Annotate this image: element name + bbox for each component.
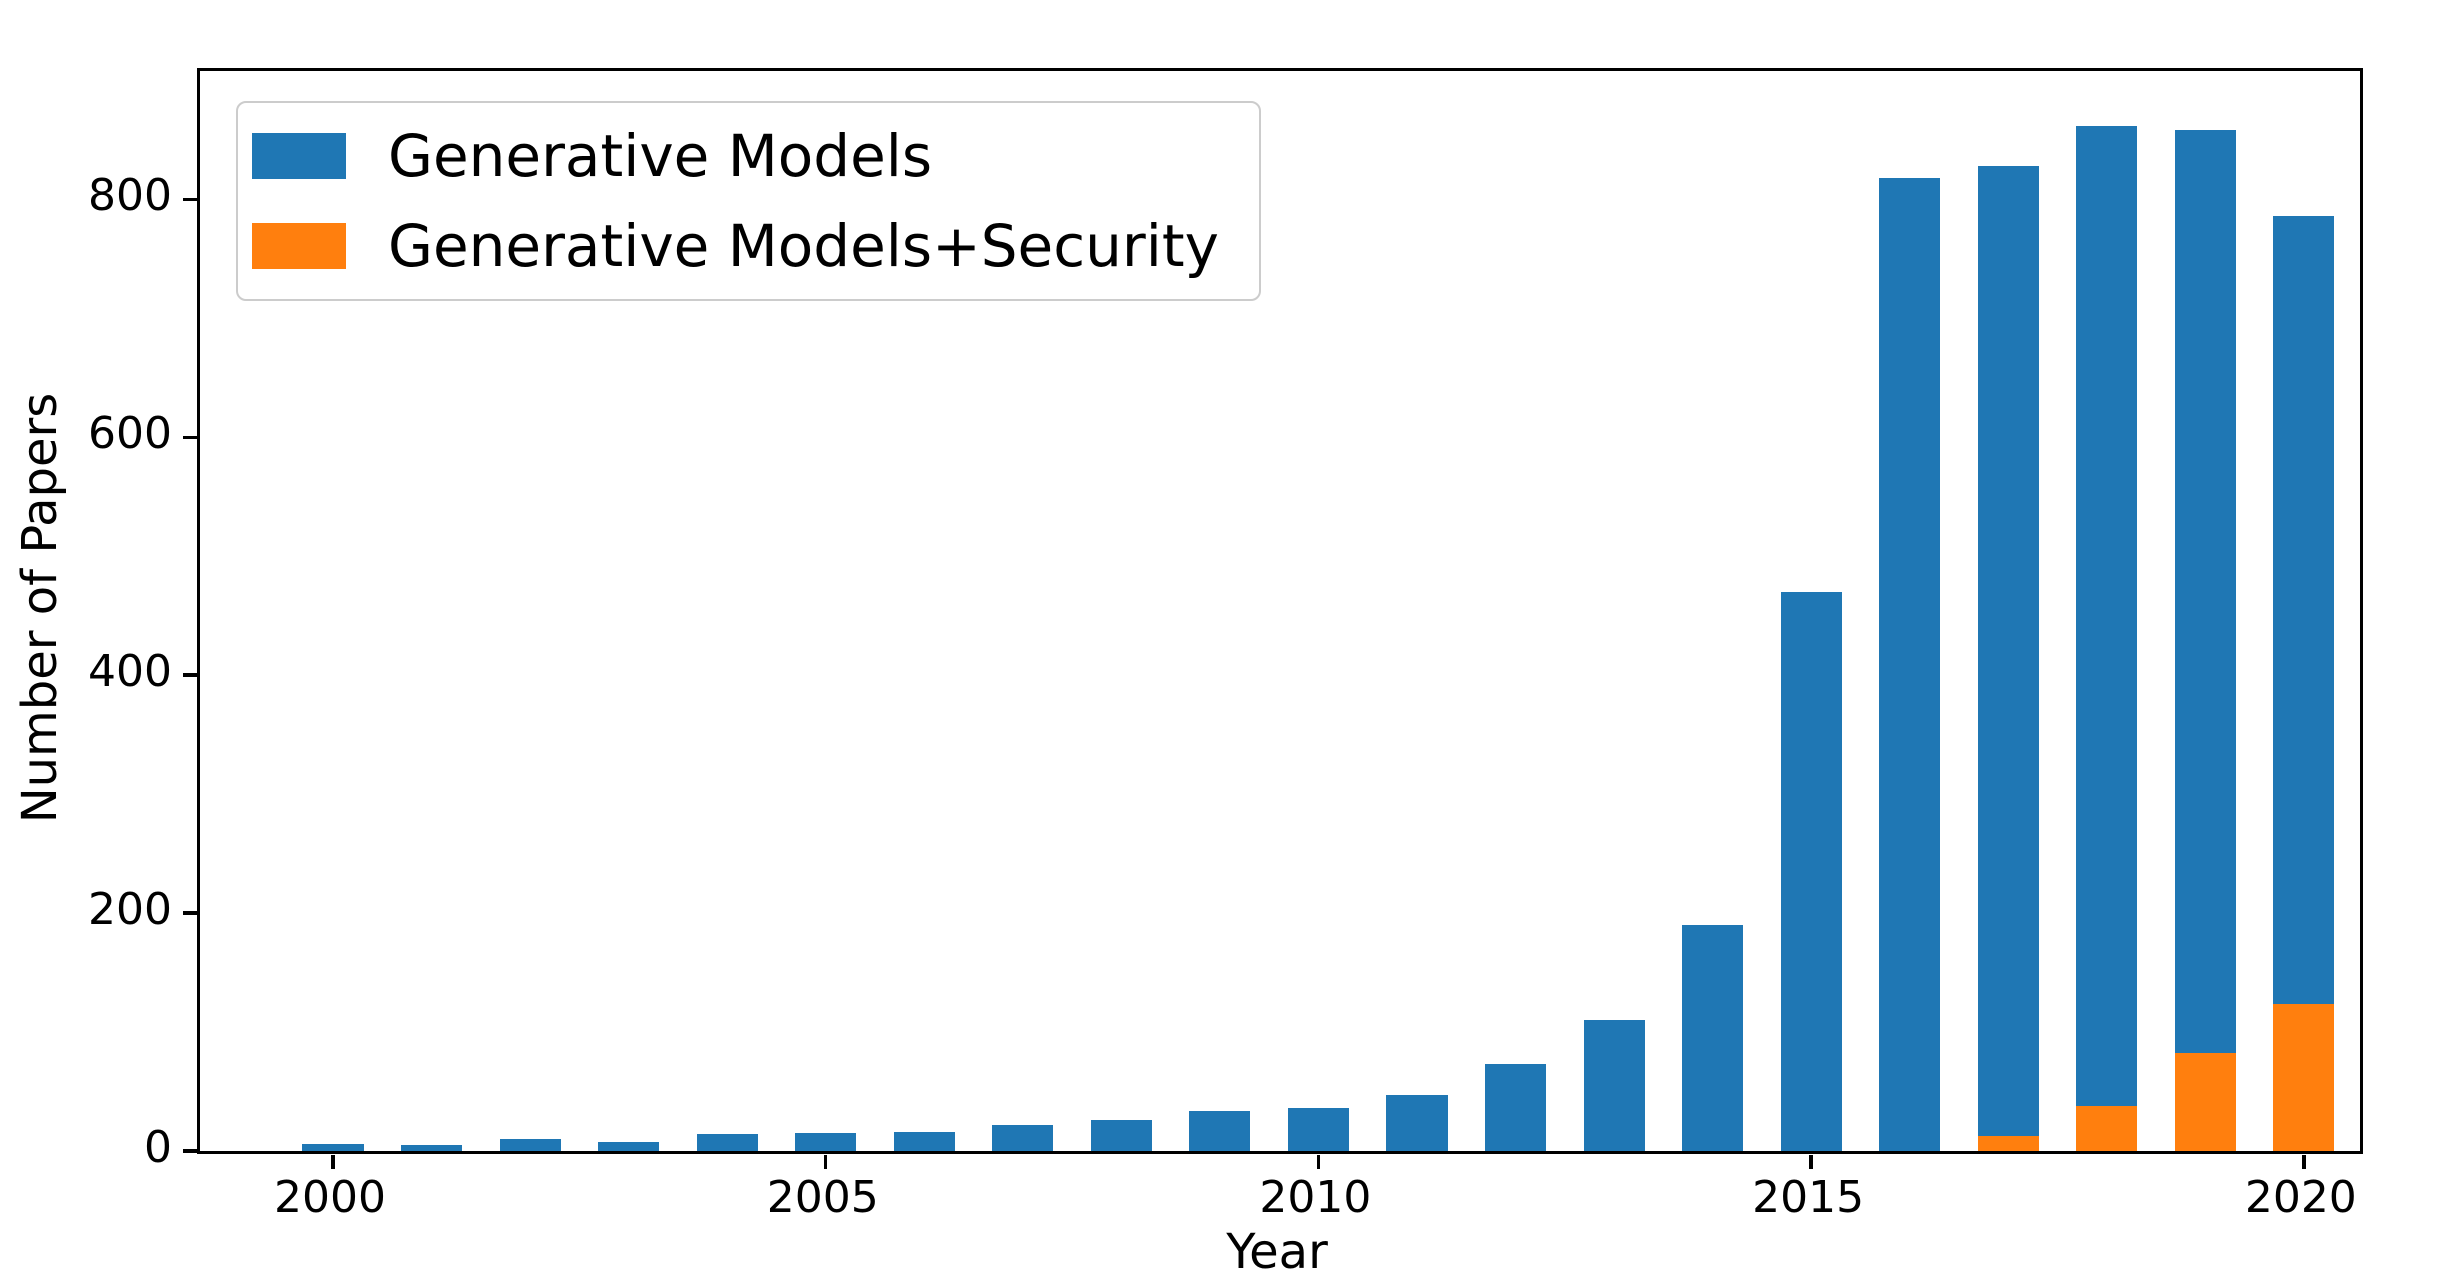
y-tick-mark-800 [182, 197, 197, 202]
bar-2010-generative-models [1287, 1108, 1349, 1151]
bar-2017-generative-models [1977, 166, 2039, 1151]
x-tick-label-2020: 2020 [2244, 1172, 2357, 1223]
bar-2005-generative-models [795, 1133, 857, 1151]
bar-2012-generative-models [1484, 1064, 1547, 1151]
x-tick-label-2015: 2015 [1752, 1172, 1865, 1223]
legend-swatch-icon [252, 223, 346, 269]
plot-area: Generative Models Generative Models+Secur… [182, 68, 2363, 1169]
bar-2011-generative-models [1386, 1095, 1448, 1151]
x-tick-label-2010: 2010 [1259, 1172, 1372, 1223]
y-tick-mark-400 [182, 673, 197, 677]
y-tick-label-800: 800 [88, 170, 172, 222]
bar-2003-generative-models [598, 1141, 660, 1151]
y-tick-label-0: 0 [144, 1122, 172, 1173]
bar-2009-generative-models [1189, 1110, 1251, 1151]
bar-2006-generative-models [893, 1131, 955, 1151]
y-tick-label-600: 600 [88, 408, 172, 460]
x-tick-mark-2000 [331, 1154, 335, 1169]
x-tick-label-2005: 2005 [766, 1172, 879, 1223]
bar-2015-generative-models [1780, 591, 1842, 1151]
bar-2014-generative-models [1682, 925, 1744, 1151]
bar-2001-generative-models [401, 1145, 463, 1151]
bar-2000-generative-models [302, 1143, 364, 1151]
y-tick-mark-600 [182, 435, 197, 440]
y-tick-label-400: 400 [88, 646, 172, 698]
bar-2016-generative-models [1879, 178, 1941, 1151]
bar-2018-generative-models-security [2076, 1105, 2138, 1151]
x-tick-mark-2015 [1809, 1154, 1813, 1169]
bar-2020-generative-models-security [2273, 1003, 2335, 1151]
bar-2004-generative-models [696, 1134, 758, 1151]
x-tick-mark-2005 [823, 1154, 828, 1169]
y-tick-mark-200 [182, 911, 197, 915]
legend-item-0: Generative Models [252, 111, 1219, 201]
bar-2017-generative-models-security [1977, 1135, 2039, 1151]
bar-2020-generative-models [2273, 216, 2335, 1151]
x-tick-mark-2010 [1316, 1154, 1321, 1169]
y-tick-label-200: 200 [88, 884, 172, 936]
legend-swatch-icon [252, 133, 346, 179]
bar-2008-generative-models [1090, 1120, 1152, 1151]
y-tick-mark-0 [182, 1149, 197, 1153]
bar-2007-generative-models [992, 1124, 1054, 1151]
legend-item-1: Generative Models+Security [252, 201, 1219, 291]
legend-label: Generative Models+Security [388, 212, 1219, 280]
x-tick-mark-2020 [2302, 1154, 2306, 1169]
bar-2018-generative-models [2076, 125, 2138, 1151]
bar-2019-generative-models [2174, 130, 2236, 1151]
x-tick-label-2000: 2000 [274, 1172, 386, 1223]
bar-2002-generative-models [499, 1139, 561, 1151]
legend-label: Generative Models [388, 122, 933, 190]
bar-2013-generative-models [1583, 1020, 1645, 1151]
legend: Generative Models Generative Models+Secur… [236, 101, 1261, 301]
x-axis-title: Year [1226, 1224, 1328, 1280]
bar-2019-generative-models-security [2174, 1053, 2236, 1151]
